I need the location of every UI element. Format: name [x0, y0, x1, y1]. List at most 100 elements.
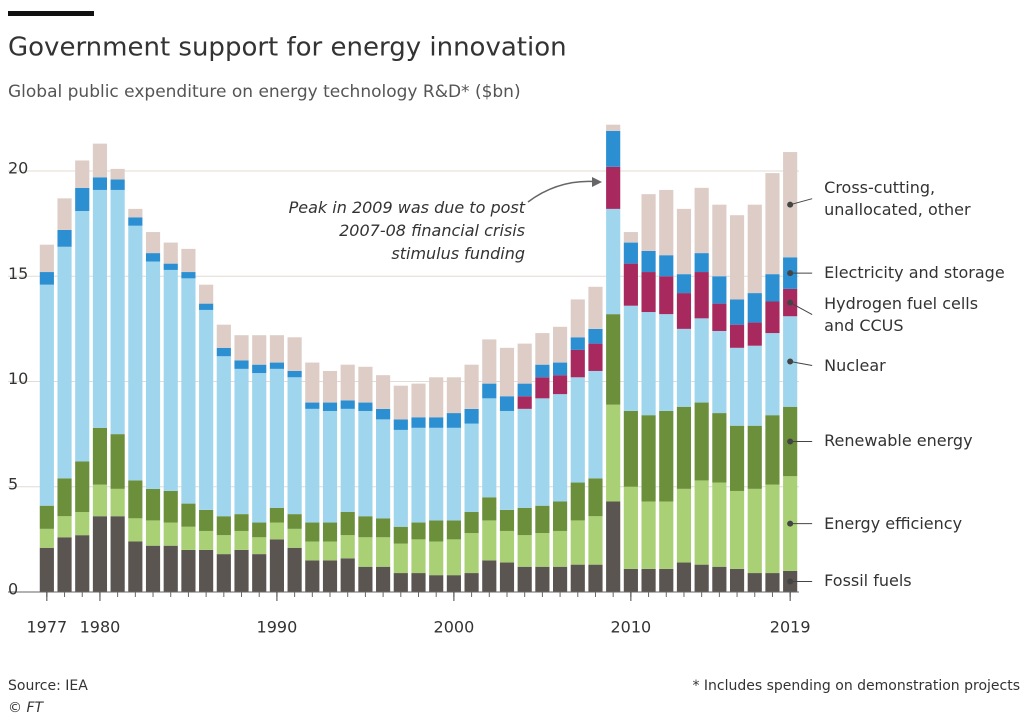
bar-segment	[517, 535, 532, 567]
bar-segment	[110, 516, 125, 592]
bar-segment	[181, 549, 196, 592]
x-tick-label: 1977	[26, 618, 67, 637]
bar-segment	[747, 293, 762, 323]
bar-segment	[145, 488, 161, 521]
bar-segment	[747, 425, 762, 489]
bar-segment	[411, 383, 426, 418]
bar-segment	[659, 568, 674, 592]
bar-segment	[252, 335, 267, 365]
bar-segment	[553, 362, 568, 376]
bar-segment	[570, 349, 585, 378]
bar-segment	[199, 509, 214, 531]
bar-segment	[252, 554, 267, 592]
bar-segment	[145, 520, 161, 546]
bar-segment	[623, 568, 638, 592]
bar-segment	[606, 166, 621, 209]
legend-label: Renewable energy	[824, 431, 973, 451]
bar-segment	[464, 573, 479, 592]
bar-segment	[623, 263, 638, 306]
bar-segment	[535, 377, 550, 399]
bar-segment	[765, 173, 780, 275]
bar-segment	[535, 398, 550, 506]
bar-segment	[641, 501, 656, 569]
bar-segment	[729, 347, 745, 426]
bar-segment	[110, 488, 125, 517]
bar-segment	[269, 368, 284, 508]
bar-segment	[464, 408, 479, 424]
bar-segment	[234, 530, 249, 550]
bar-segment	[499, 562, 515, 592]
x-tick-label: 1990	[257, 618, 298, 637]
bar-segment	[641, 250, 656, 273]
bar-segment	[553, 394, 568, 502]
bar-segment	[199, 549, 214, 592]
bar-segment	[676, 562, 692, 592]
bar-segment	[464, 364, 479, 409]
bar-segment	[570, 299, 585, 338]
bar-segment	[712, 330, 727, 414]
bar-segment	[163, 490, 178, 523]
bar-segment	[676, 208, 692, 275]
bar-segment	[128, 518, 143, 542]
bar-segment	[553, 566, 568, 592]
bar-segment	[659, 255, 674, 277]
bar-segment	[110, 189, 125, 435]
bar-segment	[287, 370, 302, 378]
legend-label: Energy efficiency	[824, 513, 963, 533]
bar-segment	[694, 402, 709, 481]
bar-segment	[482, 398, 497, 498]
bar-segment	[765, 484, 780, 574]
bar-segment	[128, 480, 143, 519]
bar-segment	[747, 322, 762, 346]
bar-segment	[535, 333, 550, 365]
bar-segment	[747, 573, 762, 592]
bar-segment	[659, 501, 674, 569]
bar-segment	[305, 541, 320, 561]
bar-segment	[694, 272, 709, 319]
bar-segment	[729, 425, 745, 491]
x-tick-label: 2019	[770, 618, 811, 637]
y-tick-label: 10	[8, 369, 28, 388]
annotation-arrowhead	[592, 177, 602, 187]
annotation-arrow	[527, 180, 601, 203]
bar-segment	[340, 535, 355, 559]
annotation: 2007-08 financial crisis	[339, 221, 525, 240]
bar-segment	[199, 284, 214, 304]
bar-segment	[606, 208, 621, 315]
y-tick-label: 15	[8, 264, 28, 283]
credit: © FT	[8, 700, 45, 716]
x-tick-label: 2010	[611, 618, 652, 637]
bar-segment	[429, 541, 444, 576]
bar-segment	[269, 362, 284, 369]
bar-segment	[659, 189, 674, 256]
bar-segment	[570, 520, 585, 565]
bar-segment	[216, 535, 231, 555]
chart-title: Government support for energy innovation	[8, 33, 567, 63]
bar-segment	[482, 560, 497, 592]
bar-segment	[429, 520, 444, 542]
bar-segment	[553, 326, 568, 363]
bar-segment	[588, 564, 603, 592]
bar-segment	[588, 478, 603, 517]
bar-segment	[110, 434, 125, 489]
bar-segment	[429, 575, 444, 592]
bar-segment	[517, 396, 532, 409]
bar-segment	[39, 528, 54, 548]
bar-segment	[128, 225, 143, 481]
bar-segment	[570, 482, 585, 521]
bar-segment	[606, 314, 621, 405]
bar-segment	[287, 377, 302, 515]
bar-segment	[305, 408, 320, 523]
bar-segment	[411, 522, 426, 540]
source: Source: IEA	[8, 678, 88, 694]
bar-segment	[287, 547, 302, 592]
bar-segment	[393, 543, 408, 574]
bar-segment	[517, 566, 532, 592]
bar-segment	[411, 417, 426, 428]
bar-segment	[694, 253, 709, 273]
bar-segment	[181, 503, 196, 527]
x-tick-label: 2000	[434, 618, 475, 637]
bar-segment	[216, 356, 231, 517]
